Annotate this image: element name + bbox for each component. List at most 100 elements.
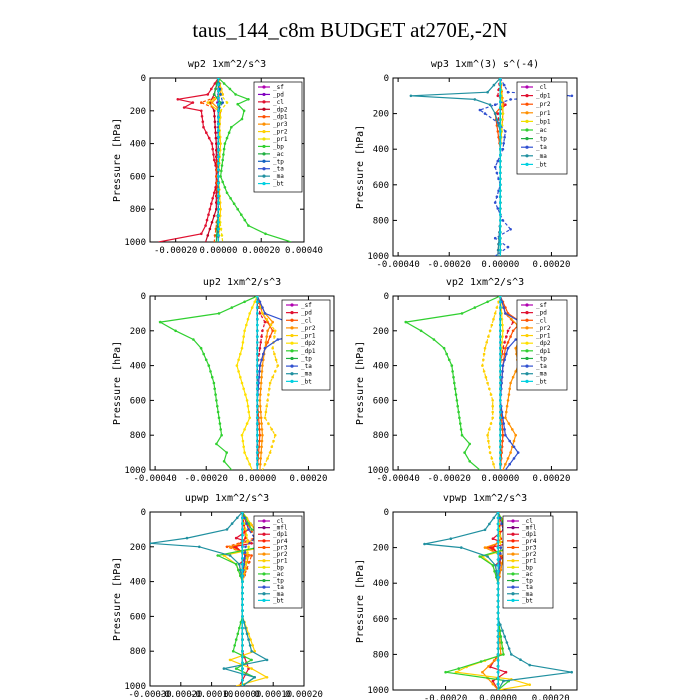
data-point bbox=[221, 101, 224, 104]
y-tick-label: 0 bbox=[384, 508, 389, 518]
data-point bbox=[501, 335, 504, 338]
legend-marker bbox=[525, 364, 529, 368]
legend-marker bbox=[525, 94, 529, 98]
legend-label: _dp2 bbox=[273, 106, 288, 113]
legend-label: _pr2 bbox=[536, 325, 551, 332]
data-point bbox=[223, 186, 227, 189]
data-point bbox=[512, 445, 516, 449]
y-tick-label: 800 bbox=[373, 431, 389, 441]
data-point bbox=[241, 597, 244, 601]
data-point bbox=[495, 306, 499, 309]
legend-label: _ac bbox=[522, 571, 533, 578]
data-point bbox=[220, 164, 224, 167]
data-point bbox=[223, 142, 227, 145]
data-point bbox=[246, 404, 250, 408]
data-point bbox=[501, 370, 504, 373]
data-point bbox=[220, 234, 224, 237]
data-point bbox=[501, 323, 504, 327]
data-point bbox=[207, 213, 210, 216]
data-point bbox=[528, 663, 531, 667]
data-point bbox=[219, 227, 223, 231]
x-tick-label: -0.00020 bbox=[185, 474, 228, 484]
x-tick-label: 0.00020 bbox=[285, 690, 323, 700]
data-point bbox=[213, 115, 216, 118]
data-point bbox=[505, 410, 508, 414]
y-tick-label: 1000 bbox=[367, 252, 389, 262]
data-point bbox=[499, 433, 502, 437]
data-point bbox=[504, 346, 507, 350]
legend-marker bbox=[525, 356, 529, 361]
data-point bbox=[492, 516, 496, 520]
data-point bbox=[265, 317, 269, 321]
x-tick-label: 0.00020 bbox=[242, 246, 280, 256]
data-point bbox=[246, 317, 250, 321]
data-point bbox=[488, 428, 491, 431]
data-point bbox=[499, 540, 502, 543]
data-point bbox=[248, 416, 251, 420]
legend-label: _ac bbox=[273, 151, 284, 158]
data-point bbox=[182, 106, 186, 109]
data-point bbox=[220, 169, 223, 173]
data-point bbox=[216, 404, 219, 408]
data-point bbox=[491, 410, 495, 414]
legend-marker bbox=[262, 572, 266, 576]
data-point bbox=[499, 335, 502, 338]
data-point bbox=[220, 433, 223, 437]
data-point bbox=[496, 546, 500, 549]
data-point bbox=[242, 445, 245, 449]
data-point bbox=[231, 649, 235, 653]
data-point bbox=[423, 542, 426, 546]
data-point bbox=[260, 422, 263, 425]
data-point bbox=[225, 451, 228, 454]
data-point bbox=[255, 399, 259, 402]
legend-label: _ta bbox=[301, 363, 312, 370]
data-point bbox=[499, 462, 502, 466]
panel-title: wp3 1xm^(3) s^(-4) bbox=[431, 59, 539, 70]
data-point bbox=[244, 536, 247, 540]
data-point bbox=[202, 352, 205, 356]
y-tick-label: 1000 bbox=[124, 238, 146, 248]
data-point bbox=[499, 219, 502, 222]
data-point bbox=[274, 358, 278, 362]
data-point bbox=[453, 387, 457, 391]
data-point bbox=[205, 131, 208, 134]
data-point bbox=[493, 659, 496, 662]
data-point bbox=[214, 87, 217, 91]
legend-marker bbox=[525, 318, 529, 322]
data-point bbox=[192, 338, 195, 341]
data-point bbox=[219, 101, 222, 104]
x-tick-label: 0.00000 bbox=[479, 694, 517, 700]
data-point bbox=[200, 232, 203, 236]
data-point bbox=[503, 358, 506, 362]
legend-marker bbox=[511, 519, 515, 523]
data-point bbox=[499, 439, 502, 443]
data-point bbox=[502, 83, 506, 87]
data-point bbox=[207, 136, 211, 140]
data-point bbox=[267, 393, 270, 396]
data-point bbox=[238, 626, 241, 630]
legend-label: _pr1 bbox=[273, 558, 288, 565]
data-point bbox=[270, 428, 274, 431]
data-point bbox=[457, 410, 460, 414]
data-point bbox=[496, 682, 500, 686]
data-point bbox=[259, 457, 263, 460]
data-point bbox=[241, 341, 245, 344]
legend-marker bbox=[511, 552, 515, 556]
legend-marker bbox=[262, 552, 266, 556]
data-point bbox=[250, 528, 253, 531]
legend-marker bbox=[525, 85, 529, 89]
data-point bbox=[260, 358, 263, 362]
data-point bbox=[245, 422, 249, 425]
data-point bbox=[258, 433, 262, 437]
data-point bbox=[496, 599, 500, 603]
data-point bbox=[250, 306, 254, 309]
legend-box bbox=[281, 299, 331, 391]
data-point bbox=[499, 231, 502, 234]
data-point bbox=[444, 670, 447, 674]
x-tick-label: 0.00000 bbox=[199, 246, 237, 256]
data-point bbox=[473, 306, 477, 309]
data-point bbox=[516, 451, 520, 454]
data-point bbox=[506, 329, 510, 333]
data-point bbox=[460, 433, 464, 437]
data-point bbox=[225, 191, 229, 195]
